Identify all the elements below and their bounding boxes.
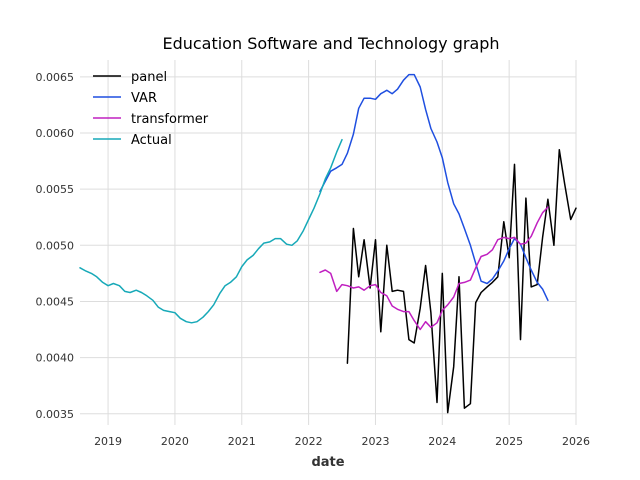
x-tick-label: 2025 (495, 435, 523, 448)
x-tick-label: 2020 (161, 435, 189, 448)
y-tick-label: 0.0035 (36, 408, 75, 421)
y-tick-label: 0.0045 (36, 295, 75, 308)
x-tick-label: 2022 (295, 435, 323, 448)
x-tick-label: 2023 (361, 435, 389, 448)
series-line-actual (79, 138, 343, 324)
x-tick-label: 2024 (428, 435, 456, 448)
legend: panel VAR transformer Actual (93, 70, 209, 148)
legend-label: Actual (131, 133, 172, 148)
x-axis-title: date (311, 455, 344, 470)
series-line-var (319, 73, 549, 302)
series-line-panel (346, 149, 577, 414)
x-tick-label: 2019 (94, 435, 122, 448)
grid-lines (80, 60, 577, 425)
y-axis-ticks: 0.0035 0.0040 0.0045 0.0050 0.0055 0.0060 0.00… (36, 71, 75, 421)
x-axis-ticks: 2019 2020 2021 2022 2023 2024 2025 2026 (94, 435, 590, 448)
legend-label: VAR (131, 91, 157, 106)
y-tick-label: 0.0065 (36, 71, 75, 84)
y-tick-label: 0.0060 (36, 127, 75, 140)
y-tick-label: 0.0050 (36, 239, 75, 252)
x-tick-label: 2021 (228, 435, 256, 448)
legend-label: transformer (131, 112, 209, 127)
legend-label: panel (131, 70, 167, 85)
series-lines (79, 73, 577, 414)
y-tick-label: 0.0040 (36, 352, 75, 365)
series-line-transformer (319, 206, 549, 331)
x-tick-label: 2026 (562, 435, 590, 448)
chart-title: Education Software and Technology graph (162, 34, 499, 53)
y-tick-label: 0.0055 (36, 183, 75, 196)
